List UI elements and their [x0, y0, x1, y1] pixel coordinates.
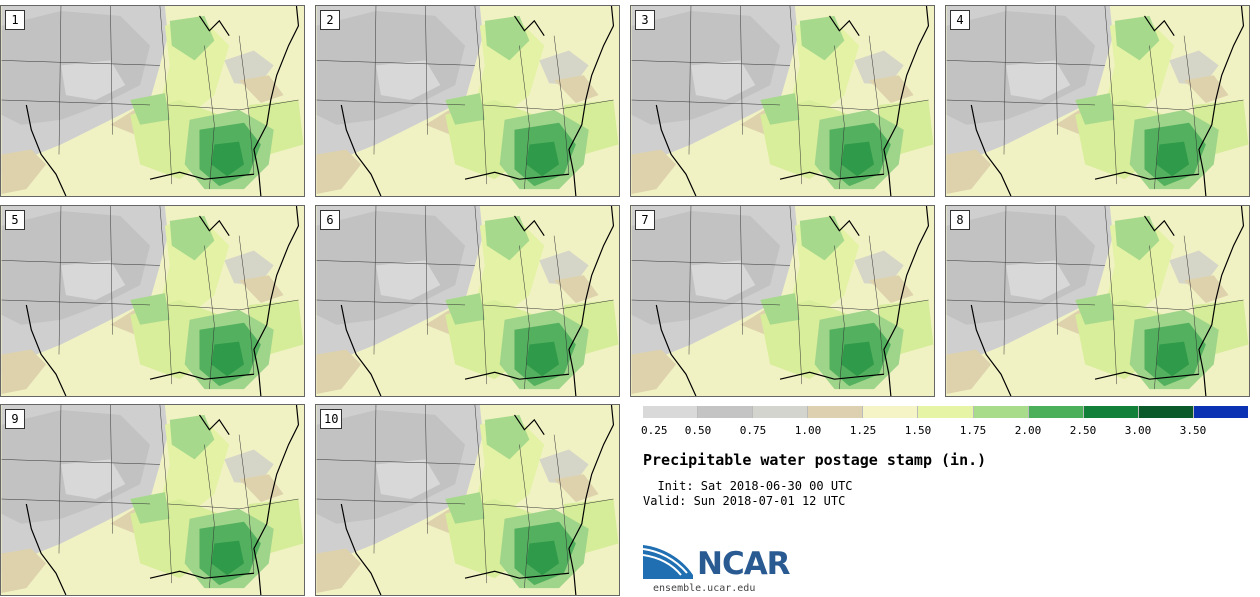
stamp-panel-5[interactable]: 5	[0, 205, 305, 397]
stamp-panel-8[interactable]: 8	[945, 205, 1250, 397]
member-label: 7	[635, 210, 655, 230]
colorbar-tick-label: 3.50	[1179, 424, 1207, 437]
stamp-panel-10[interactable]: 10	[315, 404, 620, 596]
member-label: 4	[950, 10, 970, 30]
colorbar-tick-label: 2.50	[1069, 424, 1097, 437]
colorbar-tick-label: 1.00	[794, 424, 822, 437]
stamp-panel-2[interactable]: 2	[315, 5, 620, 197]
chart-title: Precipitable water postage stamp (in.)	[643, 451, 987, 469]
member-label: 9	[5, 409, 25, 429]
member-label: 10	[320, 409, 343, 429]
colorbar-tick-label: 3.00	[1124, 424, 1152, 437]
colorbar	[643, 406, 1249, 418]
colorbar-swatch	[1083, 406, 1139, 418]
colorbar-tick-label: 1.75	[959, 424, 987, 437]
member-label: 2	[320, 10, 340, 30]
colorbar-swatch	[973, 406, 1029, 418]
colorbar-tick-label: 0.50	[684, 424, 712, 437]
precip-water-map	[1, 6, 304, 196]
precip-water-map	[1, 405, 304, 595]
colorbar-swatch	[918, 406, 974, 418]
stamp-panel-1[interactable]: 1	[0, 5, 305, 197]
member-label: 5	[5, 210, 25, 230]
precip-water-map	[316, 405, 619, 595]
stamp-panel-4[interactable]: 4	[945, 5, 1250, 197]
colorbar-tick-label: 0.75	[739, 424, 767, 437]
colorbar-swatch	[1028, 406, 1084, 418]
precip-water-map	[316, 206, 619, 396]
colorbar-swatch	[753, 406, 809, 418]
precip-water-map	[946, 206, 1249, 396]
colorbar-swatch	[643, 406, 699, 418]
member-label: 1	[5, 10, 25, 30]
colorbar-swatch	[808, 406, 864, 418]
init-time: Init: Sat 2018-06-30 00 UTC	[643, 479, 853, 493]
logo-wordmark: NCAR	[697, 546, 791, 582]
colorbar-swatch	[1193, 406, 1249, 418]
precip-water-map	[631, 6, 934, 196]
stamp-panel-6[interactable]: 6	[315, 205, 620, 397]
precip-water-map	[631, 206, 934, 396]
valid-time: Valid: Sun 2018-07-01 12 UTC	[643, 494, 846, 508]
member-label: 6	[320, 210, 340, 230]
member-label: 3	[635, 10, 655, 30]
precip-water-map	[1, 206, 304, 396]
ncar-logo-icon	[643, 545, 693, 579]
logo-url: ensemble.ucar.edu	[653, 583, 756, 594]
stamp-panel-3[interactable]: 3	[630, 5, 935, 197]
stamp-panel-7[interactable]: 7	[630, 205, 935, 397]
colorbar-ticks: 0.25 0.50 0.75 1.00 1.25 1.50 1.75 2.00 2.50 3.00…	[641, 424, 1248, 438]
stamp-panel-9[interactable]: 9	[0, 404, 305, 596]
colorbar-tick-label: 1.25	[849, 424, 877, 437]
colorbar-tick-label: 1.50	[904, 424, 932, 437]
precip-water-map	[316, 6, 619, 196]
colorbar-swatch	[1138, 406, 1194, 418]
precip-water-map	[946, 6, 1249, 196]
colorbar-tick-label: 2.00	[1014, 424, 1042, 437]
member-label: 8	[950, 210, 970, 230]
colorbar-tick-label: 0.25	[641, 424, 668, 437]
colorbar-swatch	[698, 406, 754, 418]
colorbar-swatch	[863, 406, 919, 418]
